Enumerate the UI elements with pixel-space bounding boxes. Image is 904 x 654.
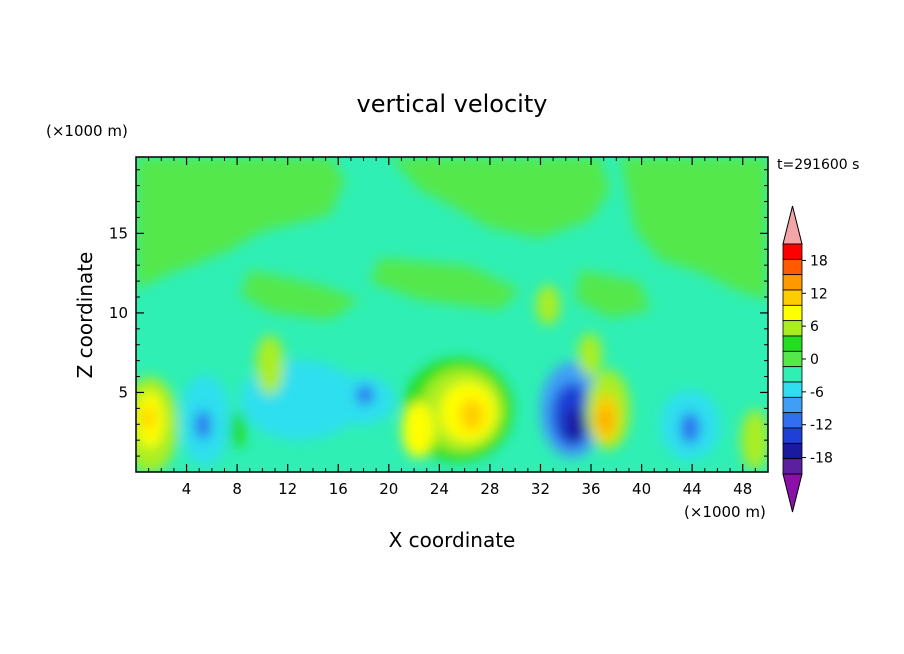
y-tick-label: 15 [109, 224, 128, 242]
colorbar-swatch [782, 258, 803, 276]
field-contours [136, 157, 768, 472]
field-region [230, 412, 246, 448]
colorbar-swatch [782, 381, 803, 398]
x-tick-label: 4 [182, 480, 192, 498]
y-axis: 5 10 15 [109, 169, 768, 457]
plot-area [136, 157, 768, 472]
x-tick-label: 36 [581, 480, 600, 498]
x-tick-label: 8 [232, 480, 242, 498]
colorbar-max-triangle [782, 205, 803, 245]
colorbar-swatch [782, 320, 803, 337]
colorbar-swatch [782, 458, 803, 475]
field-region [142, 406, 154, 430]
colorbar-swatch [782, 412, 803, 429]
x-tick-label: 16 [329, 480, 348, 498]
x-tick-label: 48 [733, 480, 752, 498]
colorbar-swatch [782, 243, 803, 260]
x-tick-label: 40 [632, 480, 651, 498]
x-tick-label: 32 [531, 480, 550, 498]
field-region [356, 385, 374, 405]
colorbar-min-triangle [782, 473, 803, 513]
field-region [600, 409, 610, 431]
field-region [536, 285, 560, 325]
colorbar-swatch [782, 335, 803, 352]
colorbar-tick-label: -12 [810, 418, 833, 434]
field-region [620, 157, 768, 300]
time-label: t=291600 s [777, 157, 859, 173]
field-region [575, 270, 650, 318]
field-region [256, 335, 284, 395]
field-region [370, 258, 520, 310]
x-unit-label: (×1000 m) [684, 503, 766, 521]
colorbar: 18 12 6 0 -6 -12 -18 [782, 205, 833, 513]
colorbar-swatch [782, 289, 803, 306]
colorbar-tick-label: 18 [810, 253, 828, 269]
colorbar-swatch [782, 396, 803, 414]
field-region [240, 270, 360, 320]
colorbar-swatch [782, 304, 803, 322]
field-region [564, 407, 586, 443]
y-unit-label: (×1000 m) [46, 122, 128, 140]
colorbar-tick-label: -18 [810, 451, 833, 467]
x-axis: 4 8 12 16 20 24 28 32 36 40 44 48 [148, 157, 756, 498]
colorbar-swatch [782, 274, 803, 291]
x-tick-label: 12 [278, 480, 297, 498]
y-axis-label: Z coordinate [73, 252, 97, 379]
chart-title: vertical velocity [357, 90, 548, 118]
x-tick-label: 20 [379, 480, 398, 498]
field-region [741, 410, 768, 470]
colorbar-swatch [782, 442, 803, 460]
field-region [390, 157, 610, 238]
x-axis-label: X coordinate [389, 528, 516, 552]
field-region [136, 157, 345, 290]
x-tick-label: 24 [430, 480, 449, 498]
field-region [402, 402, 434, 458]
colorbar-tick-label: 6 [810, 319, 819, 335]
field-region [578, 333, 602, 377]
colorbar-tick-label: -6 [810, 385, 824, 401]
colorbar-swatch [782, 366, 803, 383]
colorbar-tick-label: 0 [810, 352, 819, 368]
field-region [195, 410, 211, 440]
colorbar-swatch [782, 427, 803, 444]
x-tick-label: 28 [480, 480, 499, 498]
colorbar-swatch [782, 350, 803, 368]
y-tick-label: 5 [118, 383, 128, 401]
x-tick-label: 44 [683, 480, 702, 498]
field-region [460, 399, 484, 431]
field-region [680, 412, 700, 444]
colorbar-tick-label: 12 [810, 286, 828, 302]
y-tick-label: 10 [109, 304, 128, 322]
